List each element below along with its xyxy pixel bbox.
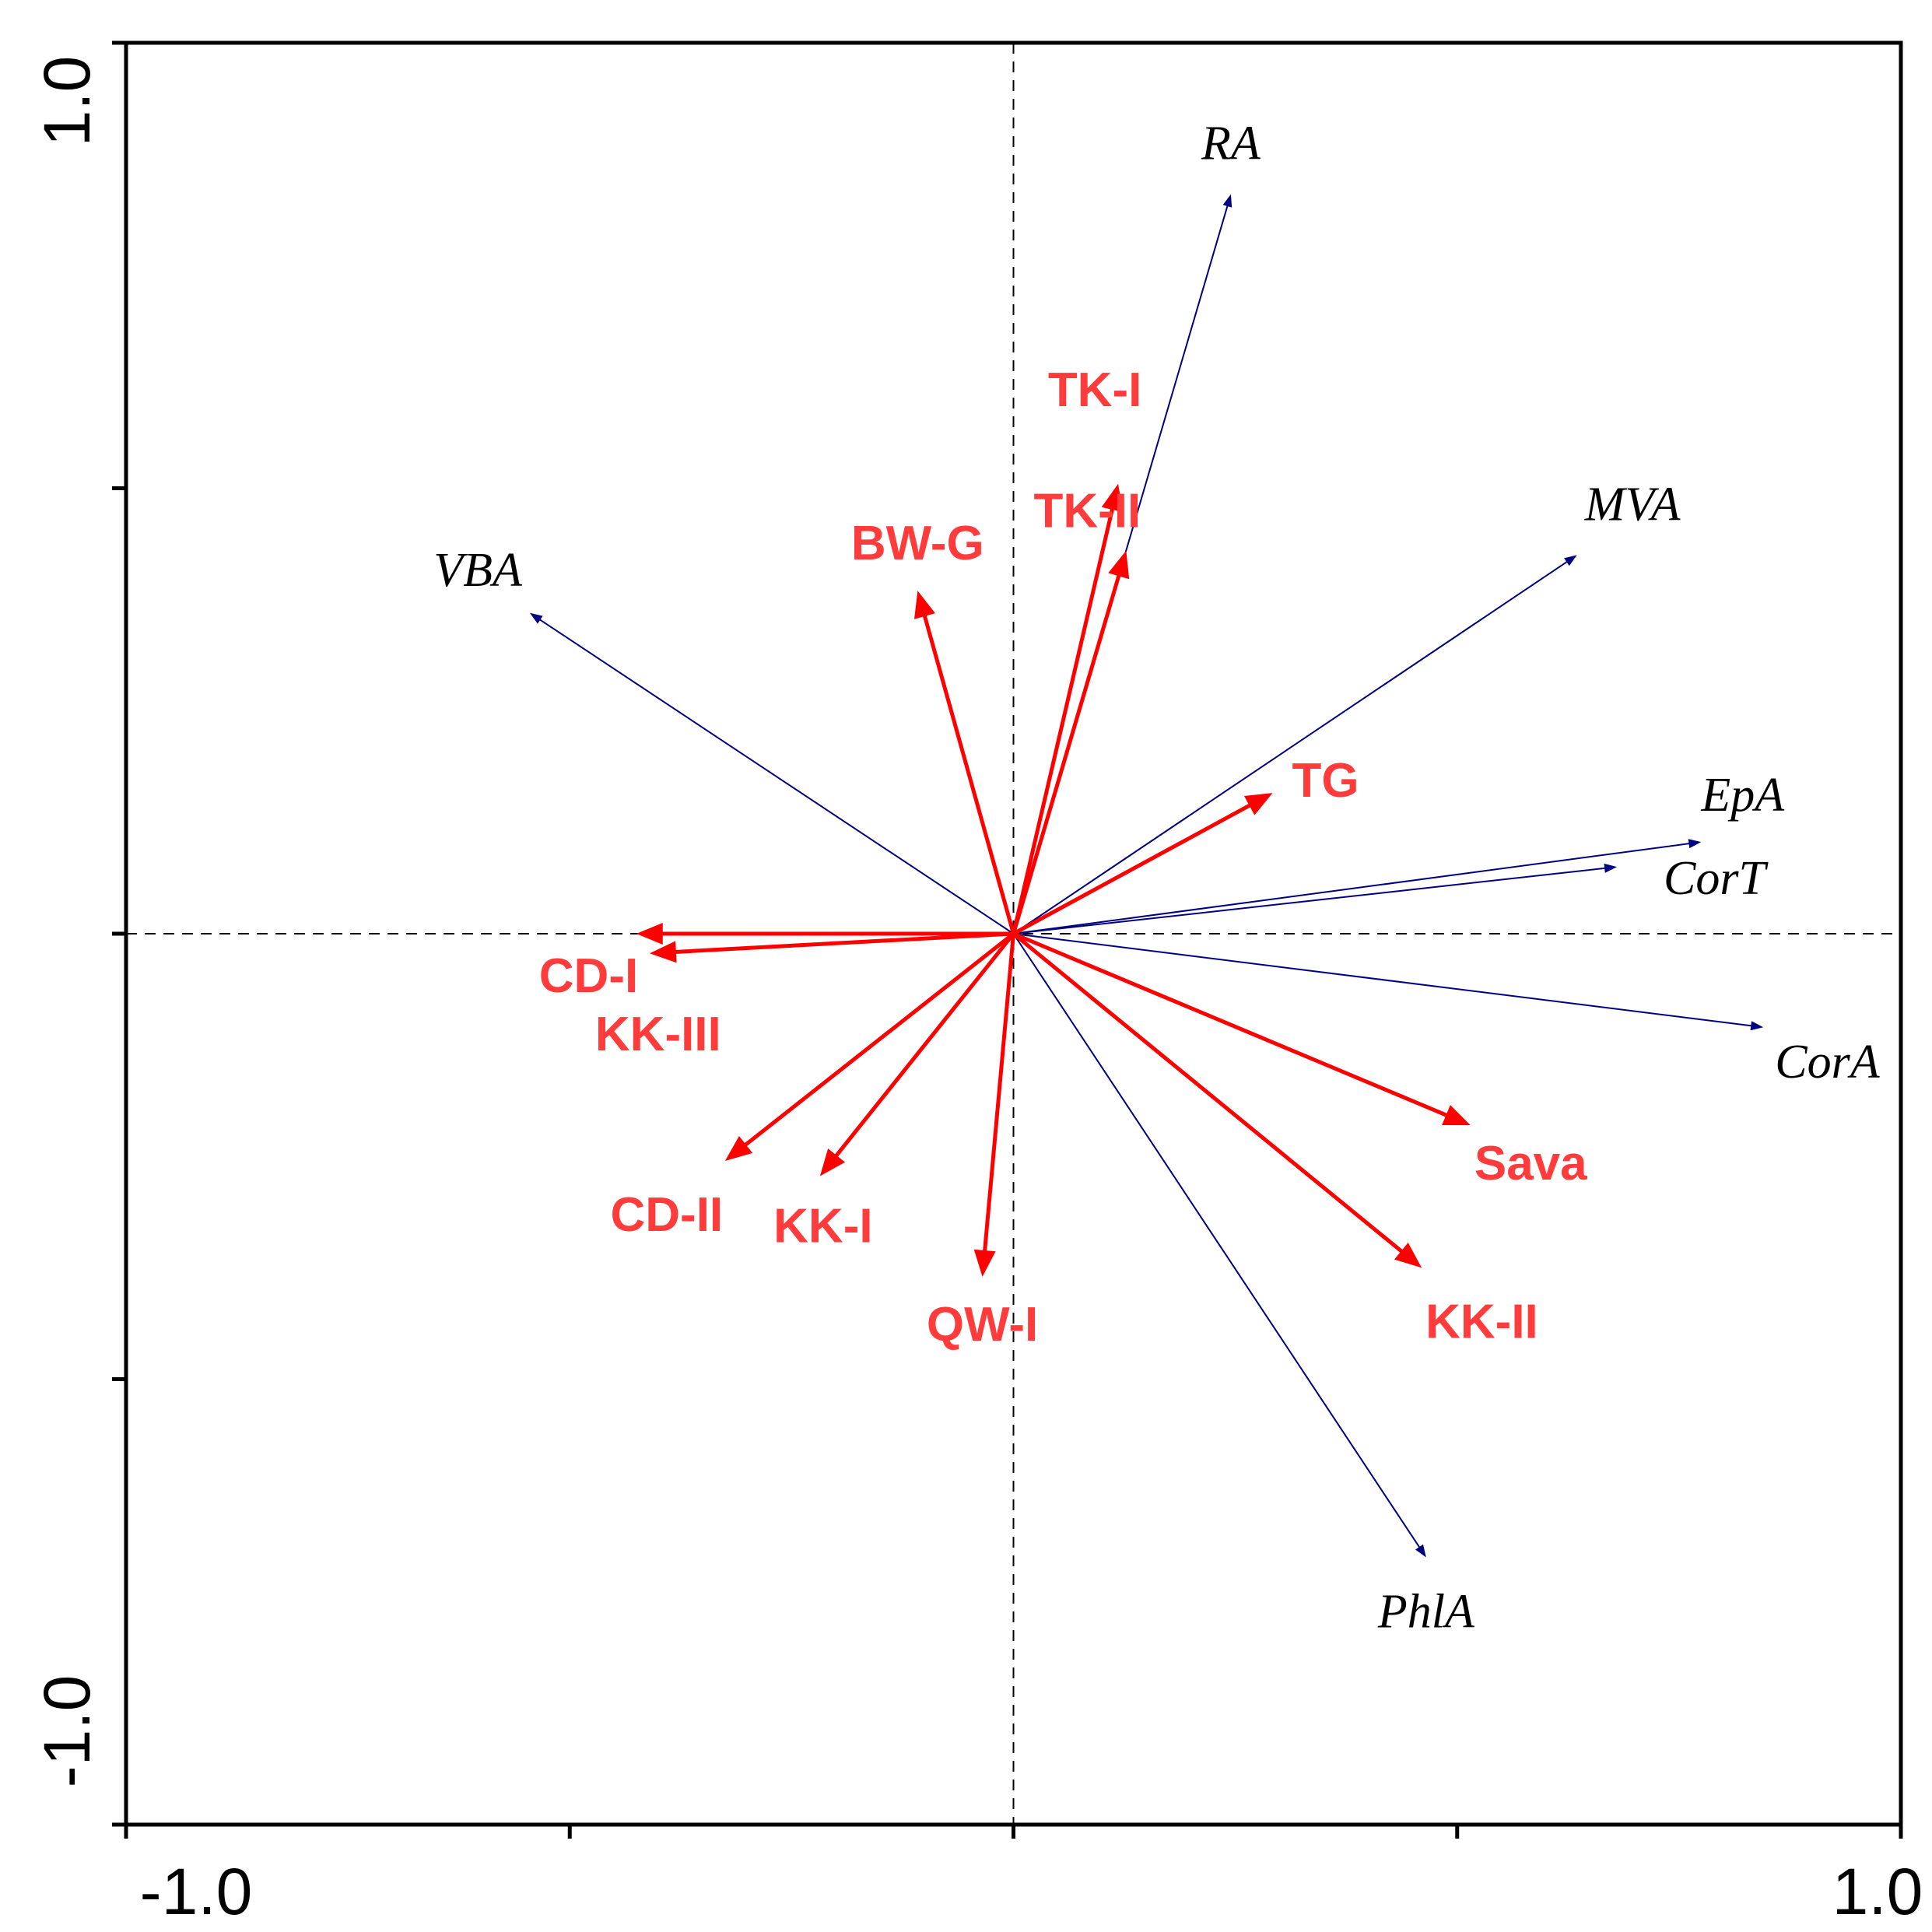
env-arrow-epa-shaft	[1012, 842, 1692, 934]
env-arrow-cora-head	[1750, 1021, 1764, 1031]
site-arrow-kk-ii	[1012, 931, 1422, 1268]
site-arrow-cd-ii-shaft	[742, 931, 1015, 1148]
env-label-epa: EpA	[1700, 769, 1785, 822]
site-arrow-sava-shaft	[1012, 931, 1450, 1118]
env-arrow-mva	[1012, 555, 1577, 934]
site-arrow-tg-head	[1243, 793, 1273, 815]
env-arrow-ra-head	[1222, 194, 1232, 208]
env-arrow-cort-shaft	[1012, 867, 1608, 934]
y-tick-label: 1.0	[30, 56, 103, 147]
site-arrow-bw-g	[913, 591, 1015, 936]
axis-ticks	[112, 40, 1903, 1839]
env-arrow-cora	[1012, 933, 1764, 1031]
site-label-kk-i: KK-I	[773, 1199, 872, 1253]
env-arrow-cora-shaft	[1012, 933, 1754, 1027]
env-label-vba: VBA	[433, 544, 523, 597]
site-arrow-kk-iii-shaft	[672, 931, 1015, 954]
env-arrow-cort-head	[1604, 863, 1618, 873]
site-arrow-tg-shaft	[1012, 802, 1253, 936]
site-arrow-tk-ii-head	[1108, 550, 1130, 580]
site-arrow-tk-i-head	[1101, 483, 1124, 513]
y-tick-label: -1.0	[30, 1675, 103, 1788]
site-arrow-kk-iii-head	[649, 941, 677, 963]
site-arrow-tg	[1012, 793, 1273, 936]
site-label-cd-ii: CD-II	[611, 1188, 724, 1242]
env-arrow-vba	[529, 612, 1015, 934]
site-arrow-tk-ii-shaft	[1012, 572, 1121, 936]
env-arrow-mva-head	[1564, 555, 1577, 566]
env-arrow-phla-shaft	[1012, 933, 1422, 1549]
site-label-qw-i: QW-I	[927, 1298, 1038, 1352]
site-label-kk-ii: KK-II	[1425, 1295, 1538, 1348]
site-arrow-qw-i-shaft	[982, 931, 1015, 1254]
site-arrow-tk-i-shaft	[1012, 506, 1115, 936]
env-arrow-mva-shaft	[1012, 560, 1569, 934]
site-label-cd-i: CD-I	[539, 949, 638, 1003]
site-arrow-tk-ii	[1012, 550, 1130, 936]
env-arrow-cort	[1012, 863, 1618, 934]
vector-labels: RA MVA VBA EpA CorT CorA PhlA TK-I TK-II BW-G TG CD…	[433, 117, 1880, 1639]
site-arrow-sava	[1012, 931, 1471, 1126]
site-arrow-kk-i-shaft	[833, 931, 1015, 1159]
site-arrow-cd-ii-head	[724, 1135, 753, 1161]
site-arrow-sava-head	[1442, 1105, 1471, 1126]
env-arrow-vba-shaft	[538, 618, 1015, 934]
tick-labels: -1.0 1.0 1.0 -1.0	[30, 56, 1923, 1928]
x-tick-label: 1.0	[1832, 1855, 1923, 1928]
env-label-cora: CorA	[1775, 1036, 1880, 1089]
site-arrow-kk-iii	[649, 931, 1015, 963]
site-label-kk-iii: KK-III	[595, 1008, 721, 1061]
env-label-ra: RA	[1201, 117, 1261, 170]
site-arrow-kk-ii-shaft	[1012, 931, 1404, 1254]
site-arrow-kk-ii-head	[1394, 1243, 1422, 1268]
site-arrow-cd-i	[636, 923, 1015, 945]
env-arrow-vba-head	[529, 612, 543, 624]
site-arrow-bw-g-shaft	[922, 612, 1015, 936]
site-vectors	[636, 483, 1471, 1277]
site-arrow-kk-i-head	[819, 1148, 846, 1176]
site-arrow-cd-ii	[724, 931, 1015, 1161]
site-label-tk-ii: TK-II	[1033, 485, 1141, 538]
environment-vectors	[529, 194, 1764, 1558]
site-arrow-tk-i	[1012, 483, 1124, 936]
env-label-phla: PhlA	[1377, 1586, 1475, 1639]
env-arrow-phla-head	[1415, 1544, 1426, 1558]
site-label-tk-i: TK-I	[1048, 363, 1142, 417]
site-arrow-qw-i	[973, 931, 1015, 1277]
site-arrow-qw-i-head	[973, 1249, 996, 1277]
env-arrow-epa-head	[1688, 839, 1702, 849]
env-label-cort: CorT	[1664, 852, 1769, 905]
site-label-sava: Sava	[1474, 1137, 1587, 1190]
site-arrow-cd-i-head	[636, 923, 663, 945]
env-arrow-epa	[1012, 839, 1702, 934]
site-arrow-bw-g-head	[913, 591, 935, 619]
site-label-tg: TG	[1292, 754, 1359, 808]
x-tick-label: -1.0	[140, 1855, 253, 1928]
site-label-bw-g: BW-G	[851, 517, 984, 570]
env-arrow-phla	[1012, 933, 1426, 1558]
env-label-mva: MVA	[1584, 478, 1681, 531]
site-arrow-kk-i	[819, 931, 1015, 1176]
